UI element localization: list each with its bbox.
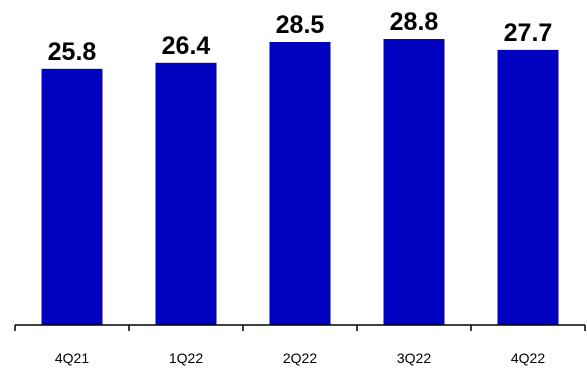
bar-1q22 [155,62,217,326]
x-tick-label-4q22: 4Q22 [511,350,545,366]
value-labels-group: 25.8 26.4 28.5 28.8 27.7 [48,8,553,66]
value-label-2q22: 28.5 [276,11,325,39]
x-tick-label-1q22: 1Q22 [169,350,203,366]
value-label-1q22: 26.4 [162,32,211,60]
bar-3q22 [383,39,445,325]
x-tick-labels-group: 4Q21 1Q22 2Q22 3Q22 4Q22 [55,350,545,366]
value-label-3q22: 28.8 [390,8,439,36]
value-label-4q21: 25.8 [48,38,97,66]
bar-2q22 [269,42,331,325]
bar-4q21 [41,68,103,326]
bars-group [41,39,559,326]
x-tick-label-3q22: 3Q22 [397,350,431,366]
value-label-4q22: 27.7 [504,19,553,47]
bar-4q22 [497,49,559,326]
x-tick-label-4q21: 4Q21 [55,350,89,366]
x-tick-label-2q22: 2Q22 [283,350,317,366]
x-axis [14,324,586,331]
